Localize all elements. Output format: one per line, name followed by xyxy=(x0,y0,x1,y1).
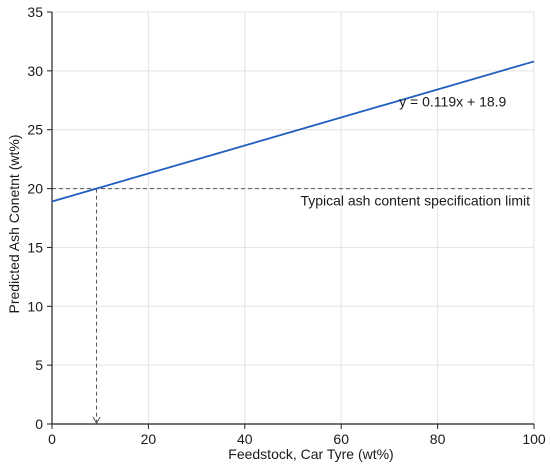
y-tick-label: 20 xyxy=(27,181,43,197)
grid-layer xyxy=(52,11,535,424)
reference-line-label: Typical ash content specification limit xyxy=(300,193,530,209)
y-tick-label: 35 xyxy=(27,4,43,20)
y-tick-label: 0 xyxy=(35,416,43,432)
equation-label: y = 0.119x + 18.9 xyxy=(399,93,506,109)
x-axis-title: Feedstock, Car Tyre (wt%) xyxy=(228,446,393,462)
y-tick-label: 10 xyxy=(27,298,43,314)
x-tick-label: 0 xyxy=(48,431,56,447)
y-tick-label: 5 xyxy=(35,357,43,373)
y-tick-label: 30 xyxy=(27,63,43,79)
intersection-arrowhead xyxy=(92,416,101,424)
x-tick-label: 20 xyxy=(141,431,157,447)
y-axis-title: Predicted Ash Conetnt (wt%) xyxy=(6,135,22,314)
y-tick-label: 15 xyxy=(27,239,43,255)
x-tick-label: 100 xyxy=(522,431,546,447)
series-line xyxy=(51,60,535,203)
axes-layer xyxy=(47,11,535,429)
series-layer xyxy=(51,60,535,203)
x-tick-label: 40 xyxy=(237,431,253,447)
y-tick-label: 25 xyxy=(27,122,43,138)
tick-label-layer: 0 20 40 60 80 100 0 5 10 15 20 25 30 35 xyxy=(27,4,545,447)
reference-layer xyxy=(52,188,534,424)
x-tick-label: 80 xyxy=(430,431,446,447)
x-tick-label: 60 xyxy=(333,431,349,447)
